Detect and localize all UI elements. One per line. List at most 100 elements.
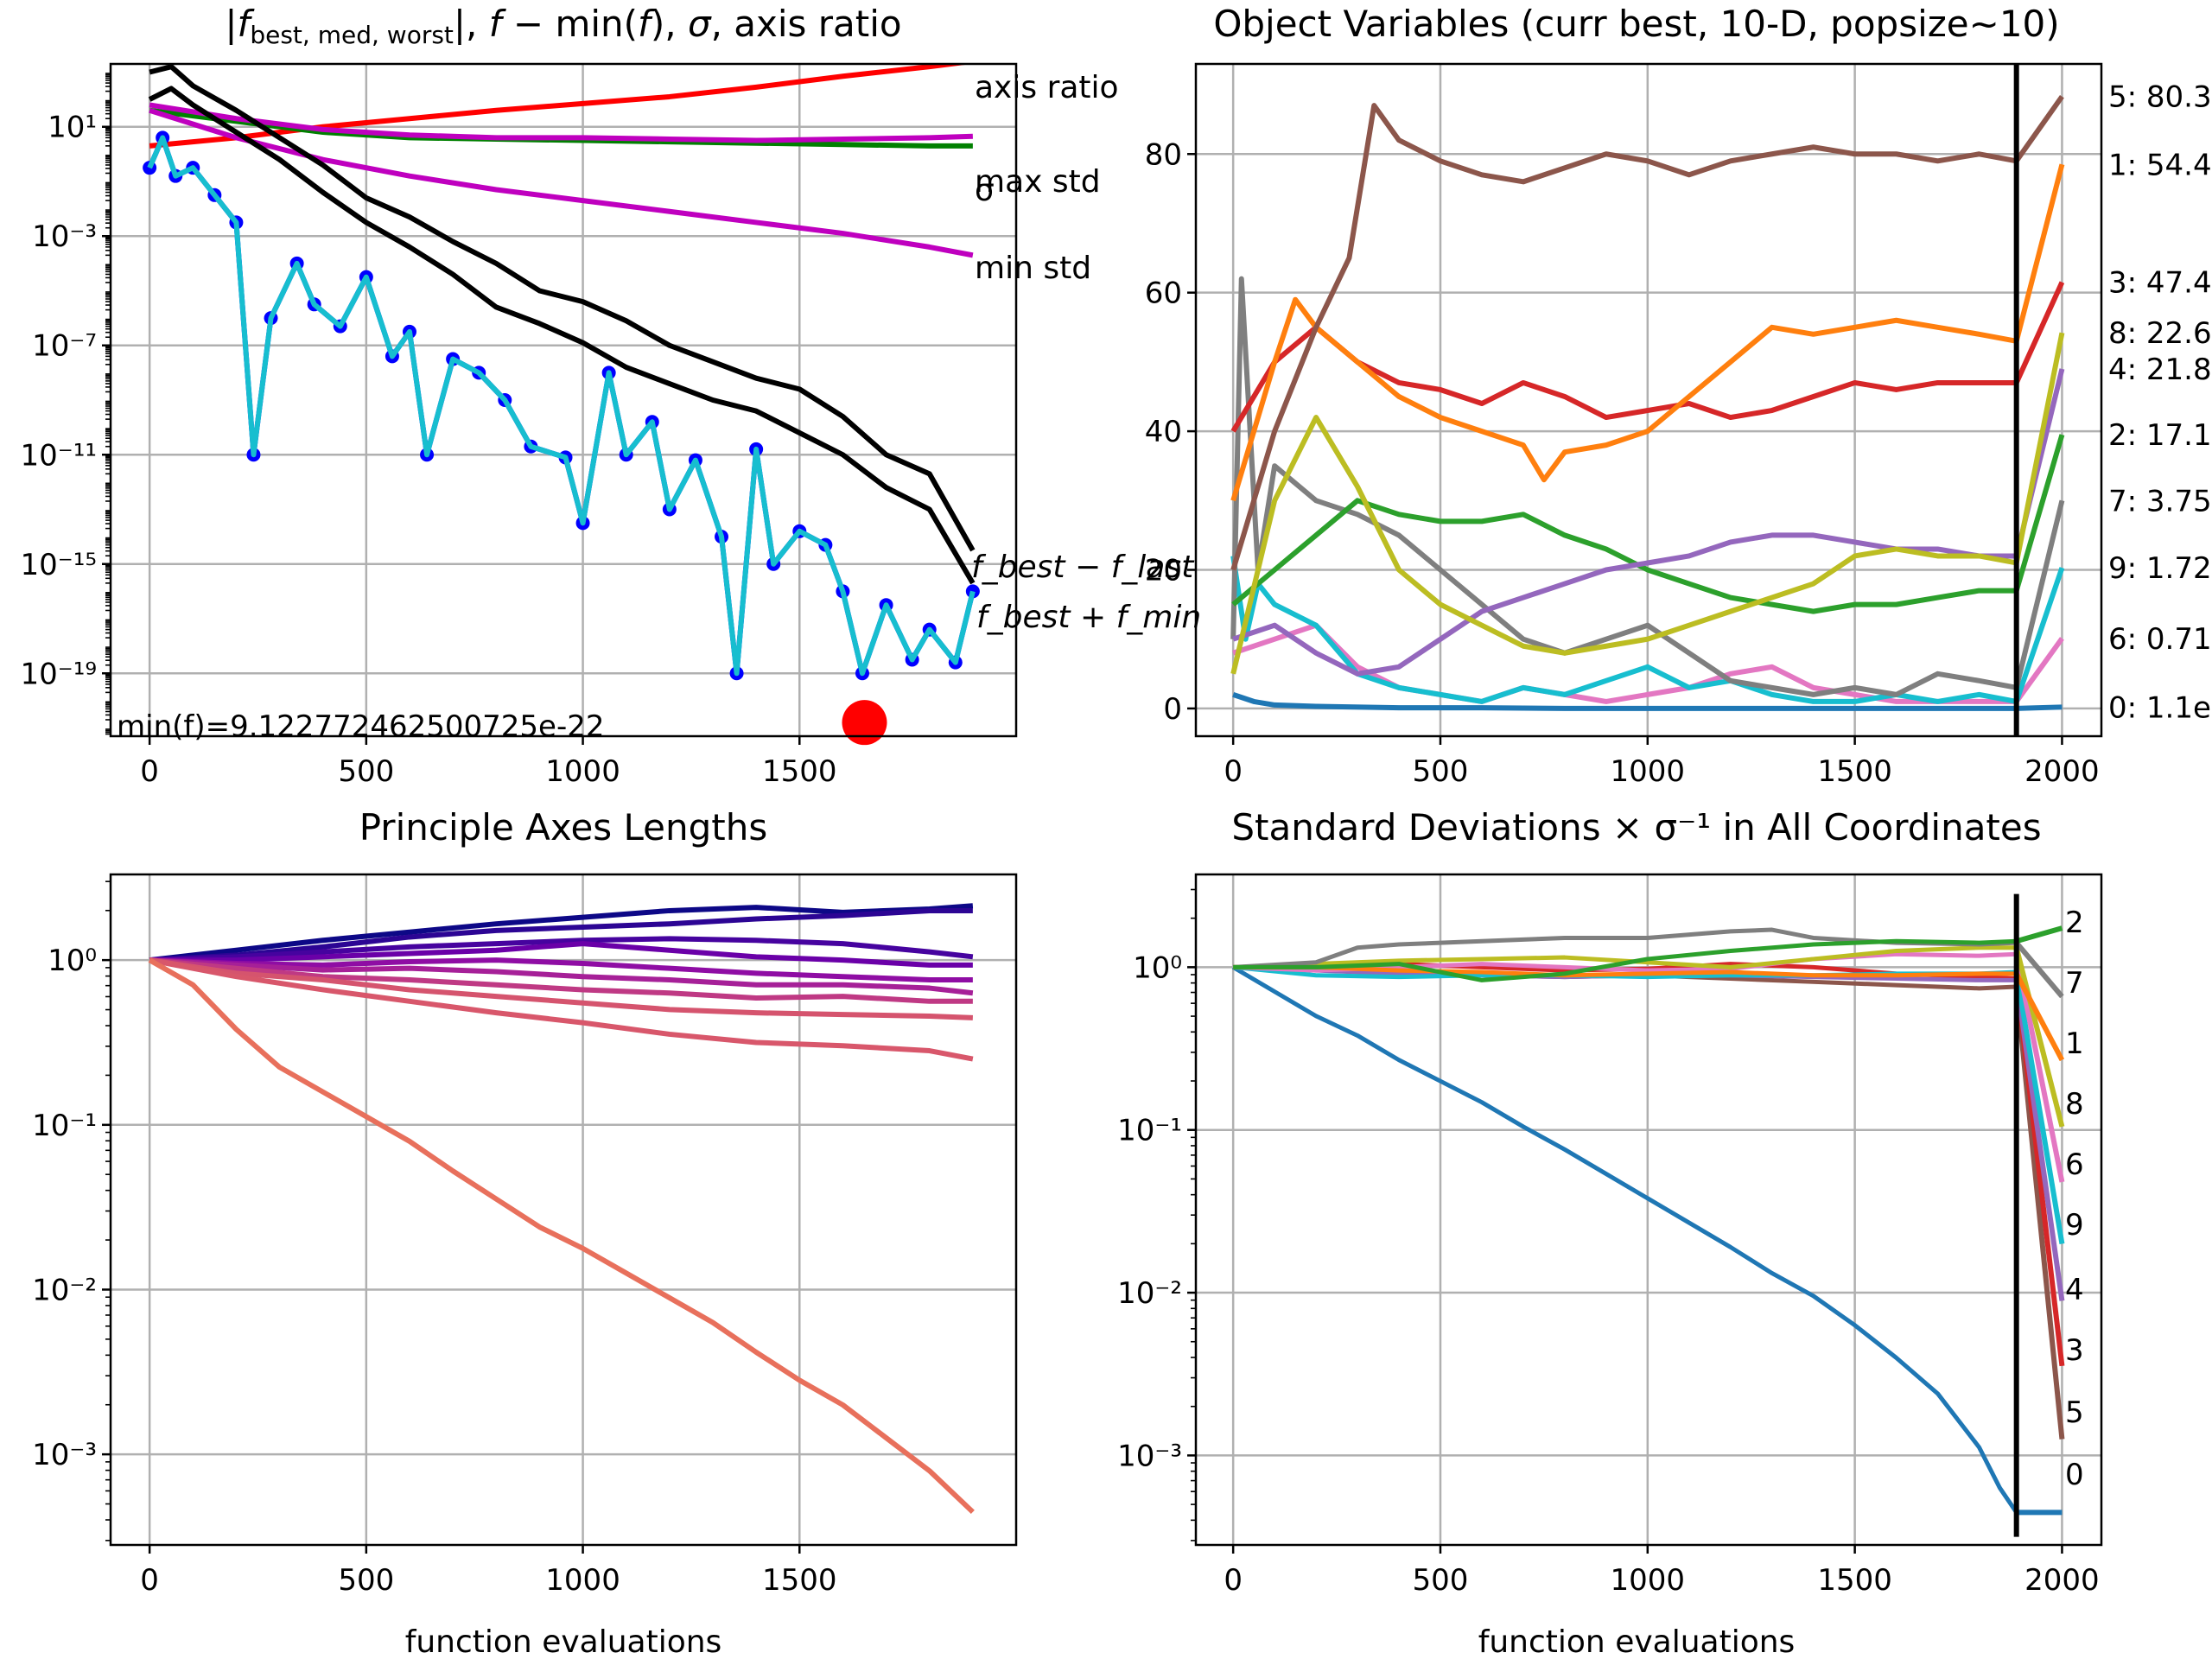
end-label: 8: 22.67 (2108, 316, 2212, 351)
x-tick-label: 0 (1224, 754, 1243, 789)
series-sigma (149, 107, 973, 149)
y-tick-label: 10⁻¹ (32, 1109, 97, 1143)
y-tick-label: 10⁻⁷ (32, 329, 97, 364)
axis-length-line (149, 957, 973, 1004)
x-tick-label: 1500 (1817, 1563, 1892, 1598)
end-label: 5: 80.31 (2108, 80, 2212, 115)
object-variable-line (1232, 692, 2017, 711)
y-tick-label: 80 (1145, 137, 1182, 172)
annotation-min-std: min std (975, 251, 1091, 286)
std-line (1233, 938, 2017, 982)
axplot-title: Principle Axes Lengths (359, 806, 768, 849)
axplot-panel: Principle Axes Lengths 0 500 1000 1500 10⁰ 10… (32, 806, 1018, 1659)
y-tick-label: 10⁰ (48, 944, 97, 978)
y-tick-label: 10⁻³ (32, 219, 97, 254)
x-tick-label: 1500 (762, 1563, 837, 1598)
axis-length-line (149, 936, 974, 963)
best-point-marker (842, 700, 887, 746)
axis-length-line (149, 957, 973, 983)
annotation-max-std: max std (975, 164, 1101, 200)
y-tick-label: 60 (1145, 276, 1182, 311)
end-label: 9: 1.72 (2108, 551, 2212, 586)
xplot-series (1230, 64, 2065, 736)
stdsplot-axes: 0 500 1000 1500 2000 10⁰ 10⁻¹ 10⁻² 10⁻³ (1117, 873, 2103, 1598)
y-tick-label: 20 (1145, 554, 1182, 588)
stdsplot-panel: Standard Deviations × σ⁻¹ in All Coordin… (1117, 806, 2103, 1659)
axis-length-line (148, 957, 975, 1515)
fplot-panel: |fbest, med, worst|, f − min(f), σ, axis… (21, 3, 1202, 789)
axplot-xlabel: function evaluations (405, 1624, 722, 1659)
end-label: 8 (2065, 1087, 2084, 1122)
x-tick-label: 2000 (2024, 1563, 2100, 1598)
object-variable-connector (2014, 637, 2064, 703)
x-tick-label: 1000 (545, 754, 620, 789)
series-max-std (149, 102, 973, 143)
object-variable-connector (2013, 567, 2065, 702)
stdsplot-xlabel: function evaluations (1478, 1624, 1796, 1659)
std-line (1233, 945, 2017, 969)
object-variable-line (1230, 276, 2018, 697)
end-label: 6: 0.71 (2108, 622, 2212, 657)
fplot-grid (111, 64, 1016, 736)
object-variable-connector (2013, 332, 2065, 564)
plot-frame (109, 873, 1018, 1547)
y-tick-label: 10⁻³ (1117, 1439, 1182, 1473)
axis-length-line (149, 957, 974, 1062)
stdsplot-end-labels: 2 7 1 8 6 9 4 3 5 0 (2065, 906, 2084, 1492)
fplot-axes: 0 500 1000 1500 10¹ 10⁻³ 10⁻⁷ 10⁻¹¹ 10⁻¹⁵ 10⁻¹⁹ (21, 62, 1018, 789)
object-variable-connector (2013, 499, 2065, 689)
x-tick-label: 1500 (1817, 754, 1892, 789)
object-variable-connector (2013, 281, 2065, 385)
std-connector (2013, 947, 2065, 1128)
fplot-series (143, 64, 980, 746)
y-tick-label: 10⁻³ (32, 1438, 97, 1472)
axis-length-line (149, 957, 973, 1020)
axis-length-line (149, 907, 973, 963)
axplot-axes: 0 500 1000 1500 10⁰ 10⁻¹ 10⁻² 10⁻³ (32, 873, 1018, 1598)
end-label: 9 (2065, 1208, 2084, 1243)
std-line (1231, 965, 2018, 1514)
object-variable-connector (2014, 94, 2064, 163)
x-tick-label: 500 (338, 1563, 394, 1598)
object-variable-connector (2016, 704, 2063, 711)
series-f-median (148, 86, 976, 585)
y-tick-label: 10⁻¹¹ (21, 438, 97, 473)
x-tick-label: 0 (1224, 1563, 1243, 1598)
object-variable-line (1230, 296, 2018, 502)
y-tick-label: 10⁻² (32, 1273, 97, 1307)
plot-frame (109, 62, 1018, 738)
object-variable-line (1230, 324, 2017, 433)
plot-frame (1194, 62, 2103, 738)
x-tick-label: 1500 (762, 754, 837, 789)
end-label: 5 (2065, 1395, 2084, 1430)
axis-length-line (149, 941, 973, 968)
object-variable-connector (2013, 163, 2065, 342)
annotation-min-f: min(f)=9.122772462500725e-22 (117, 709, 604, 744)
xplot-axes: 0 500 1000 1500 2000 0 20 40 60 80 (1145, 62, 2103, 789)
std-line (1233, 964, 2017, 978)
fplot-annotations: axis ratio σ max std min std f_best − f_… (117, 70, 1201, 744)
axplot-series (148, 903, 975, 1515)
x-tick-label: 1000 (1611, 754, 1686, 789)
end-label: 7: 3.75 (2108, 484, 2212, 518)
end-label: 4 (2065, 1273, 2084, 1307)
stdsplot-series (1231, 893, 2065, 1537)
series-f-worst (149, 64, 976, 552)
stdsplot-title: Standard Deviations × σ⁻¹ in All Coordin… (1231, 806, 2041, 849)
axis-length-line (149, 957, 974, 996)
x-tick-label: 0 (140, 1563, 159, 1598)
end-label: 6 (2065, 1147, 2084, 1182)
std-connector (2015, 925, 2063, 944)
object-variable-line (1231, 498, 2017, 614)
std-connector (2013, 980, 2065, 1301)
object-variable-line (1230, 103, 2018, 571)
object-variable-line (1230, 556, 2018, 704)
end-label: 1 (2065, 1027, 2084, 1061)
y-tick-label: 10⁻¹⁵ (21, 548, 97, 582)
end-label: 0: 1.1e-9 (2108, 690, 2212, 725)
xplot-end-labels: 5: 80.31 1: 54.43 3: 47.42 8: 22.674: 21.89… (2108, 80, 2212, 726)
x-tick-label: 1000 (1611, 1563, 1686, 1598)
y-tick-label: 10⁻² (1117, 1276, 1182, 1311)
end-label: 3: 47.42 (2108, 266, 2212, 301)
